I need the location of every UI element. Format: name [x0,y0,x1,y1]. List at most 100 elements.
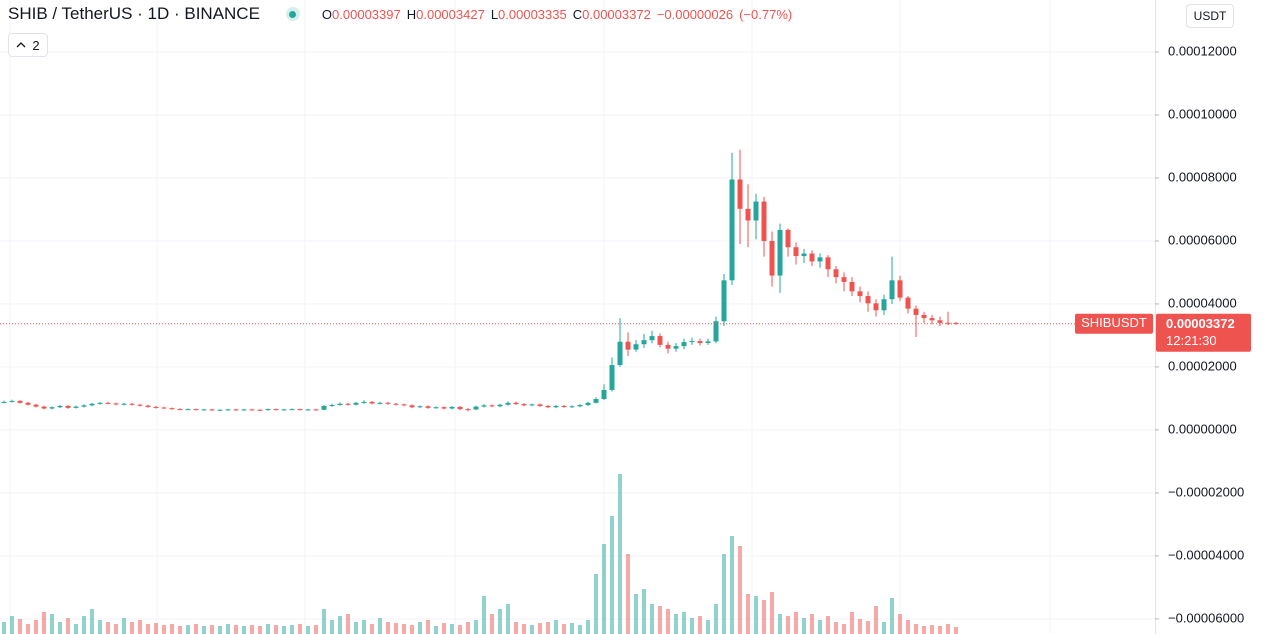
candle-body [689,341,695,343]
candle-body [569,406,575,408]
candle-body [89,403,95,406]
candle-body [769,240,775,276]
volume-bar [802,618,806,634]
volume-bar [594,574,598,634]
volume-bar [826,616,830,634]
volume-bar [730,536,734,634]
volume-bar [514,622,518,634]
volume-bar [418,622,422,634]
candle-body [489,405,495,407]
volume-bar [306,626,310,634]
candle-body [321,405,327,410]
volume-bar [738,546,742,634]
candle-body [353,402,359,405]
candle-body [257,409,263,411]
volume-bar [298,624,302,634]
candle-body [913,308,919,315]
volume-bar [818,620,822,634]
candle-body [33,404,39,407]
volume-bar [322,609,326,634]
volume-bar [402,624,406,634]
change: −0.00000026 [656,6,734,22]
vertical-grid [9,0,1051,634]
volume-bar [370,624,374,634]
candle-body [177,409,183,411]
candle-body [873,303,879,311]
volume-bar [850,612,854,634]
currency-button[interactable]: USDT [1186,4,1234,28]
candle-body [401,404,407,406]
candle-body [705,341,711,343]
candle-body [721,280,727,322]
symbol-title[interactable]: SHIB / TetherUS · 1D · BINANCE [8,4,260,23]
candle-body [561,405,567,407]
candle-body [785,229,791,248]
y-tick-label: −0.00002000 [1168,484,1244,499]
volume-bar [106,622,110,634]
volume-bar [146,624,150,634]
symbol-tag [1075,313,1153,334]
volume-bar [794,612,798,634]
y-tick-label: 0.00002000 [1168,358,1237,373]
candle-body [121,403,127,405]
candle-body [313,409,319,411]
market-status[interactable] [285,7,300,21]
candle-body [697,341,703,343]
candle-body [513,402,519,405]
candle-body [673,346,679,349]
candle-body [481,405,487,407]
volume-bar [378,618,382,634]
indicators-toggle[interactable]: 2 [8,33,48,57]
candle-body [497,404,503,407]
volume-bar [186,625,190,634]
candle-body [529,404,535,406]
candle-body [41,406,47,409]
volume-bar [130,622,134,634]
candle-body [441,407,447,409]
volume-bar [874,606,878,634]
candle-body [881,299,887,311]
volume-bar [578,625,582,634]
indicators-count: 2 [32,37,40,53]
volume-bar [770,592,774,634]
volume-bar [162,625,166,634]
volume-bar [930,625,934,634]
volume-bar [842,624,846,634]
candle-body [281,409,287,411]
candle-body [505,402,511,405]
volume-bar [634,594,638,634]
header: SHIB / TetherUS · 1D · BINANCE O0.000033… [8,4,792,24]
candle-body [929,318,935,321]
volume-bar [858,619,862,634]
volume-bar [586,620,590,634]
candle-body [97,402,103,404]
candle-body [593,399,599,403]
volume-bar [466,622,470,634]
volume-bar [58,622,62,634]
volume-bar [906,620,910,634]
candle-body [753,201,759,221]
volume-bar [722,554,726,634]
candle-body [249,409,255,411]
candle-body [841,277,847,282]
candle-body [585,402,591,406]
volume-bar [266,624,270,634]
volume-bar [778,614,782,634]
volume-bar [538,623,542,634]
high-value: 0.00003427 [416,6,485,22]
candle-body [425,406,431,408]
candle-body [897,280,903,298]
candle-body [521,404,527,406]
candle-body [241,409,247,411]
volume-bar [362,620,366,634]
candle-body [809,253,815,262]
candle-body [137,404,143,406]
candle-body [113,403,119,405]
candle-body [641,340,647,345]
candle-body [825,257,831,270]
volume-bar [34,620,38,634]
candle-body [17,400,23,403]
volume-bar [386,622,390,634]
candle-body [9,400,15,402]
